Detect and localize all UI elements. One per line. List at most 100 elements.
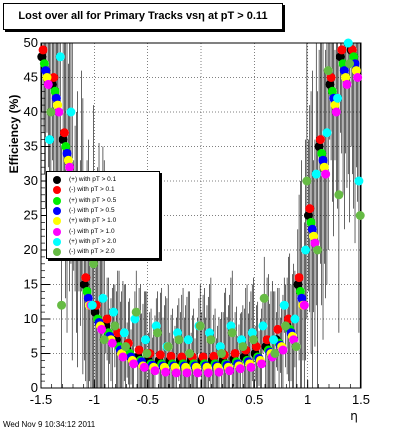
data-point [59,128,69,138]
data-point [355,211,365,220]
data-point [97,324,107,334]
data-point [174,335,184,345]
data-point [270,349,280,358]
data-point [183,335,193,345]
data-point [262,335,272,345]
legend-marker-icon [53,186,61,195]
data-point [185,349,195,358]
y-tick-label: 35 [24,139,38,154]
data-point [65,162,75,172]
data-point [150,366,160,376]
data-point [251,342,261,352]
data-point [343,38,353,48]
data-point [273,324,283,334]
data-point [310,238,320,248]
y-tick-label: 45 [24,70,38,85]
data-point [38,45,48,55]
data-point [81,273,91,283]
data-point [49,73,59,82]
data-point [237,335,247,345]
data-point [291,342,301,352]
x-tick-label: 1.5 [352,392,370,407]
legend-label: (-) with pT > 1.0 [69,227,115,235]
data-point [305,204,315,214]
data-point [139,362,149,372]
data-point [354,176,364,186]
x-tick-label: 0.5 [245,392,263,407]
data-point [43,79,53,89]
data-point [323,66,333,76]
data-point [301,245,311,255]
data-point [39,59,49,69]
data-point [339,66,349,76]
legend-marker-icon [53,248,61,257]
data-point [121,342,131,352]
data-point [315,135,325,145]
data-point [166,351,176,361]
data-point [155,350,165,360]
data-point [327,86,337,96]
data-point [290,314,300,324]
data-point [299,300,309,310]
data-point [51,93,61,103]
data-point [325,79,335,89]
data-point [79,280,89,289]
data-point [134,345,144,355]
data-point [309,231,319,241]
x-tick-label: -1.5 [30,392,52,407]
data-point [119,328,129,338]
data-points [37,38,365,378]
data-point [131,307,141,317]
data-point [342,79,352,89]
data-point [289,335,299,345]
data-point [258,321,268,331]
data-point [227,328,237,338]
data-point [171,368,181,378]
data-point [306,217,316,227]
y-axis-label: Efficiency (%) [7,95,21,174]
data-point [338,59,348,69]
data-point [203,368,213,378]
data-point [50,86,60,96]
legend-label: (-) with pT > 0.1 [69,186,115,194]
x-tick-label: -1 [89,392,101,407]
data-point [113,328,123,338]
legend-label: (+) with pT > 2.0 [69,237,117,245]
data-point [55,52,65,62]
data-point [217,349,227,358]
data-point [173,328,183,338]
data-point [281,321,291,331]
data-point [321,169,331,179]
data-point [89,259,99,269]
timestamp-footer: Wed Nov 9 10:34:12 2011 [3,420,96,429]
data-point [269,335,279,345]
data-point [151,321,161,331]
data-point [46,107,56,117]
data-point [337,45,347,55]
data-point [99,335,109,345]
data-point [249,335,259,345]
data-point [330,100,340,110]
data-point [177,352,187,362]
data-point [347,45,357,55]
data-point [98,293,108,303]
data-point [61,142,71,151]
data-point [214,367,224,377]
legend-marker-icon [53,217,61,226]
data-point [206,335,216,345]
data-point [293,280,303,289]
data-point [279,300,289,310]
y-tick-label: 50 [24,35,38,50]
chart-title: Lost over all for Primary Tracks vsη at … [18,10,268,22]
data-point [90,307,100,317]
data-point [63,155,73,165]
data-point [163,342,173,352]
data-point [193,368,203,378]
data-point [257,359,267,369]
data-point [37,52,47,62]
data-point [313,245,323,255]
data-point [259,293,269,303]
legend-marker-icon [53,206,61,215]
data-point [317,148,327,158]
data-point [353,73,363,82]
